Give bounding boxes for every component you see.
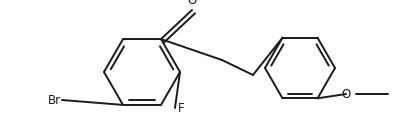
Text: Br: Br — [48, 94, 61, 107]
Text: O: O — [187, 0, 197, 7]
Text: F: F — [178, 102, 185, 115]
Text: O: O — [341, 87, 351, 100]
